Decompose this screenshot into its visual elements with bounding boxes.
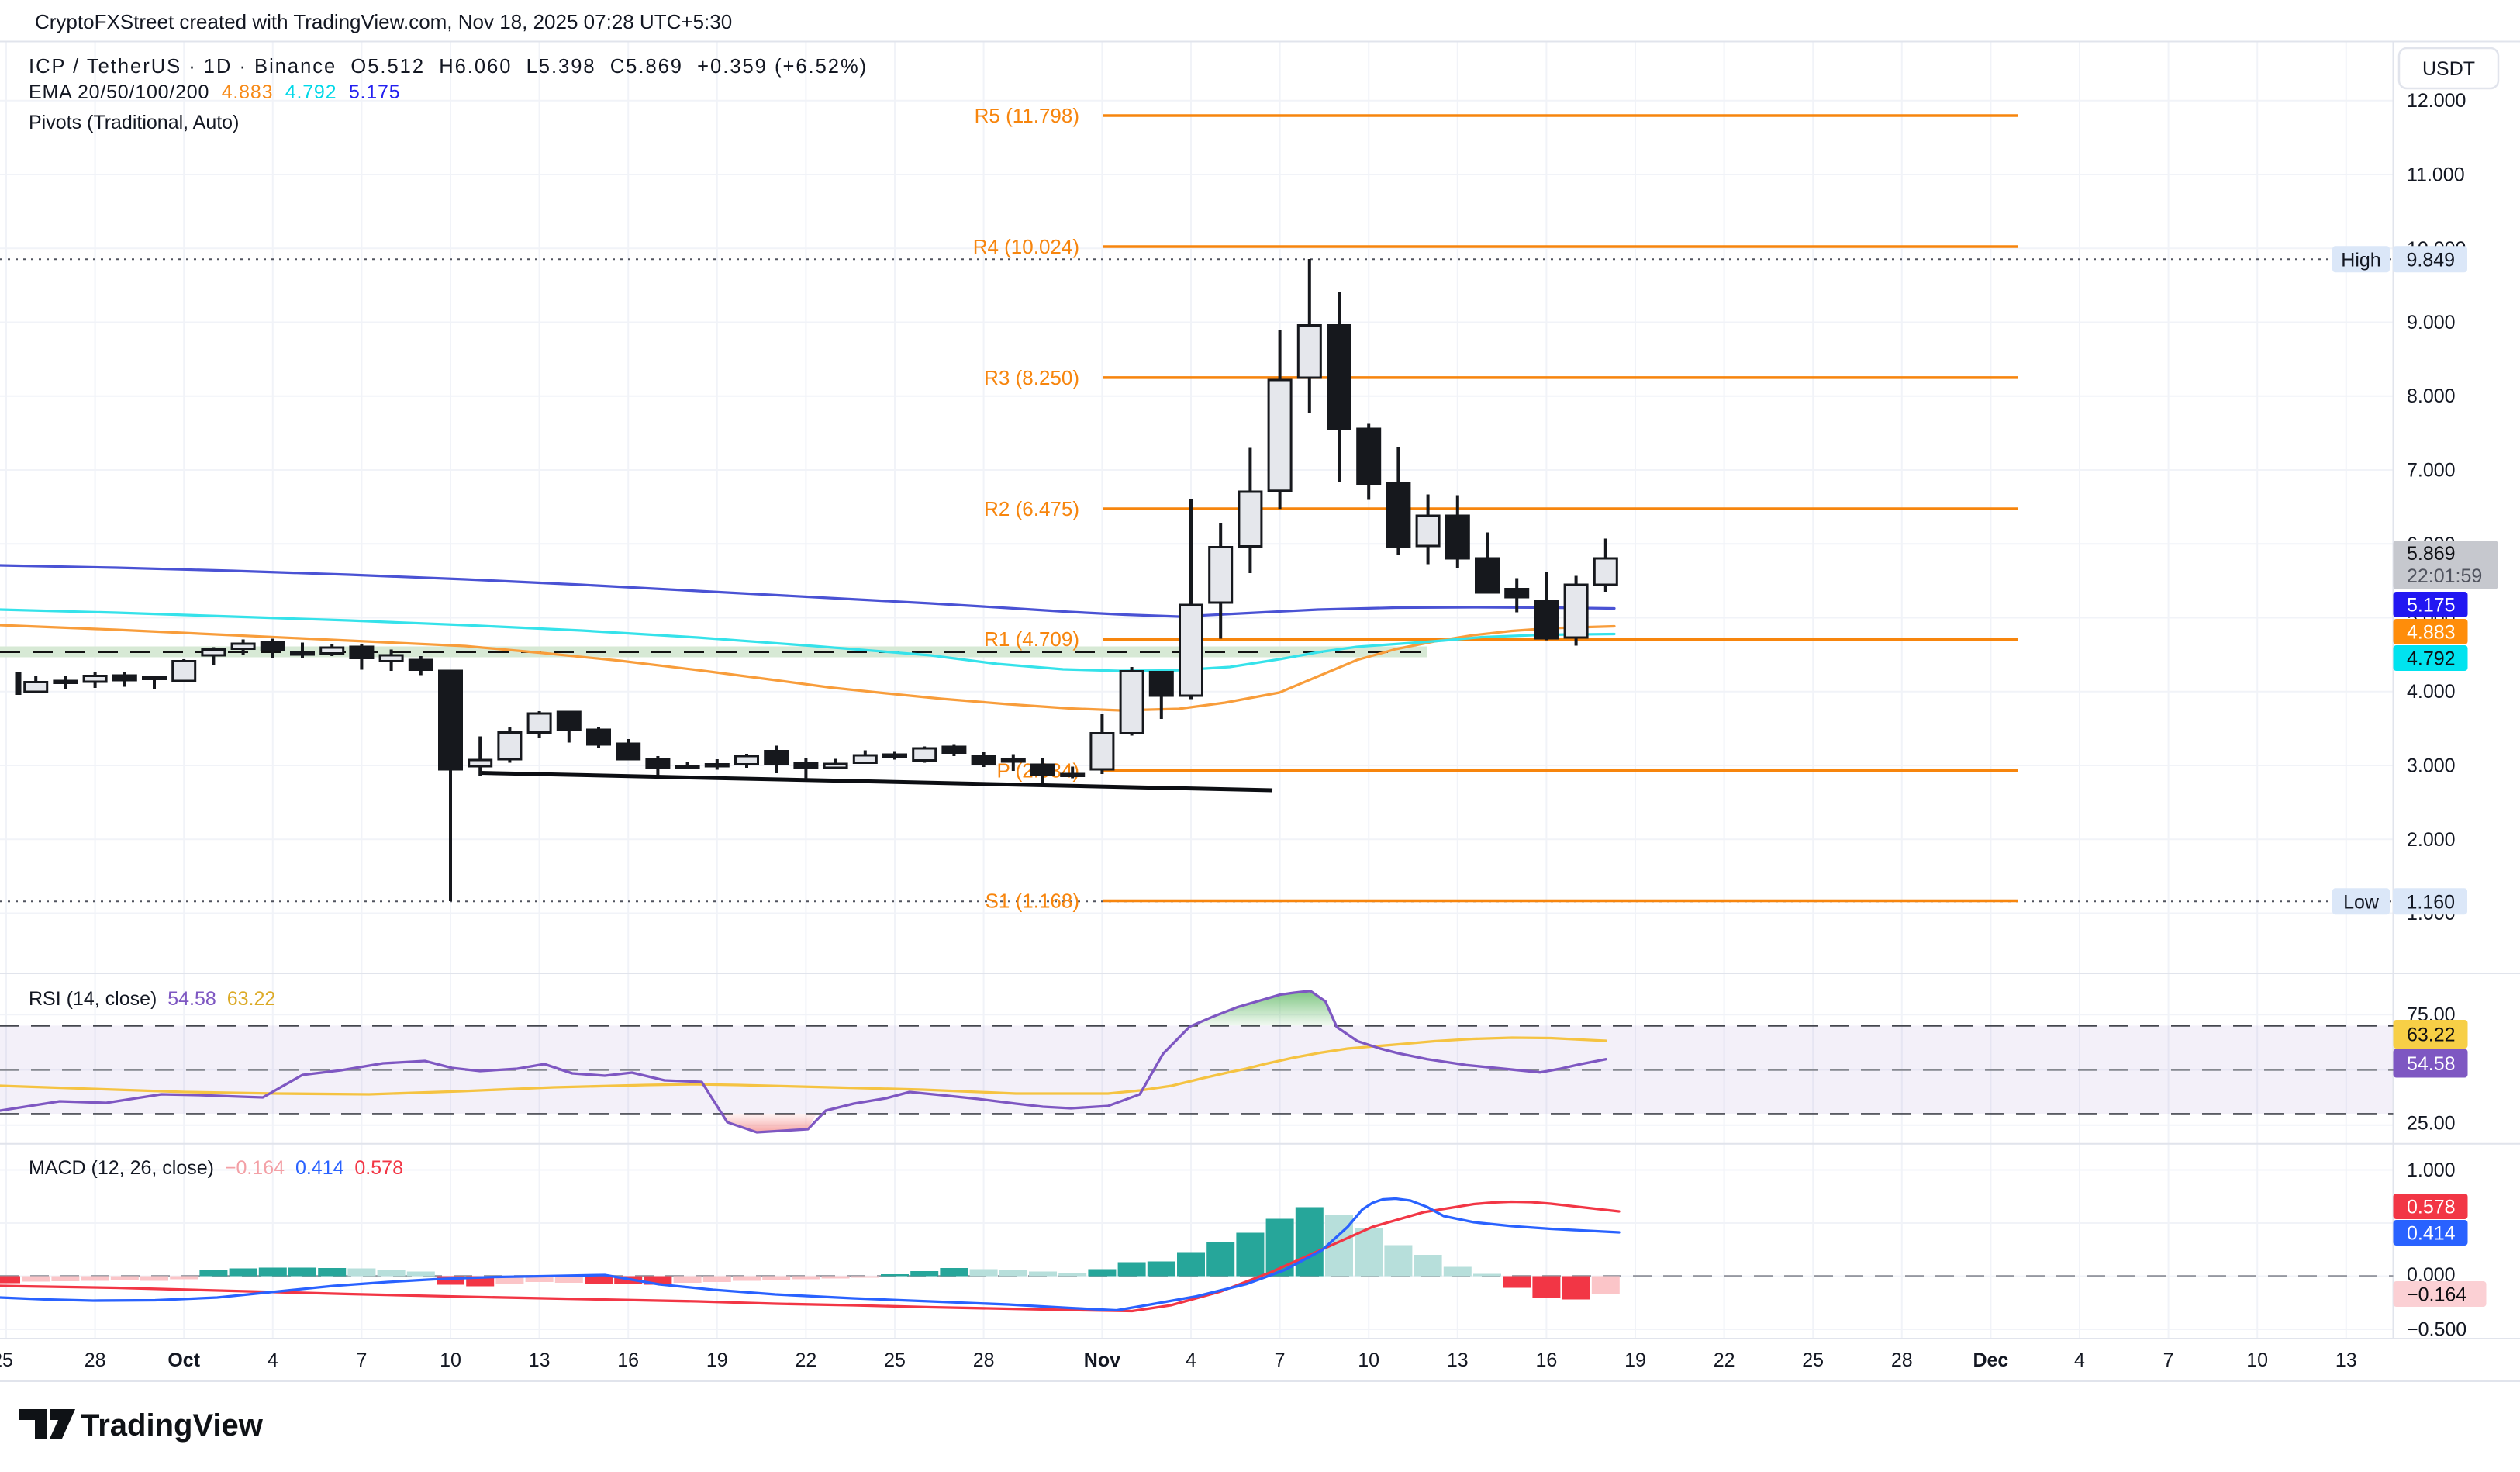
- svg-text:4: 4: [1186, 1349, 1196, 1371]
- svg-text:Dec: Dec: [1973, 1349, 2008, 1371]
- svg-text:28: 28: [1891, 1349, 1913, 1371]
- svg-text:7: 7: [2163, 1349, 2174, 1371]
- svg-text:ICP / TetherUS · 1D · Binance: ICP / TetherUS · 1D · Binance O5.512 H6.…: [29, 56, 868, 78]
- svg-text:CryptoFXStreet created with Tr: CryptoFXStreet created with TradingView.…: [35, 10, 732, 33]
- svg-text:25.00: 25.00: [2407, 1113, 2456, 1135]
- svg-text:RSI (14, close) 54.58 63.22: RSI (14, close) 54.58 63.22: [29, 988, 275, 1010]
- svg-text:9.849: 9.849: [2407, 249, 2456, 271]
- svg-text:25: 25: [1802, 1349, 1824, 1371]
- svg-text:4.792: 4.792: [2407, 648, 2456, 670]
- svg-text:7: 7: [356, 1349, 367, 1371]
- svg-text:5.175: 5.175: [2407, 595, 2456, 617]
- svg-text:9.000: 9.000: [2407, 312, 2456, 333]
- svg-text:22: 22: [795, 1349, 816, 1371]
- svg-text:22:01:59: 22:01:59: [2407, 565, 2482, 587]
- svg-text:Nov: Nov: [1084, 1349, 1120, 1371]
- svg-text:3.000: 3.000: [2407, 755, 2456, 777]
- svg-text:Oct: Oct: [167, 1349, 200, 1371]
- svg-text:R1 (4.709): R1 (4.709): [984, 627, 1079, 651]
- svg-text:16: 16: [1535, 1349, 1557, 1371]
- svg-text:Low: Low: [2343, 891, 2380, 913]
- svg-text:10: 10: [440, 1349, 461, 1371]
- svg-text:USDT: USDT: [2422, 58, 2475, 80]
- svg-text:12.000: 12.000: [2407, 90, 2466, 112]
- svg-text:63.22: 63.22: [2407, 1025, 2456, 1046]
- svg-text:2.000: 2.000: [2407, 829, 2456, 851]
- svg-text:11.000: 11.000: [2407, 164, 2465, 186]
- svg-text:0.578: 0.578: [2407, 1197, 2456, 1218]
- svg-text:28: 28: [973, 1349, 995, 1371]
- svg-text:54.58: 54.58: [2407, 1053, 2456, 1075]
- svg-text:7: 7: [1275, 1349, 1286, 1371]
- svg-text:−0.500: −0.500: [2407, 1319, 2466, 1341]
- svg-text:25: 25: [884, 1349, 906, 1371]
- svg-text:MACD (12, 26, close) −0.164: MACD (12, 26, close) −0.164 0.414 0.578: [29, 1157, 403, 1179]
- svg-text:19: 19: [706, 1349, 728, 1371]
- svg-text:R5 (11.798): R5 (11.798): [975, 104, 1079, 127]
- svg-text:13: 13: [2335, 1349, 2357, 1371]
- svg-text:8.000: 8.000: [2407, 385, 2456, 407]
- svg-text:4: 4: [2074, 1349, 2085, 1371]
- svg-text:10: 10: [2246, 1349, 2268, 1371]
- svg-text:22: 22: [1714, 1349, 1735, 1371]
- svg-text:High: High: [2341, 249, 2380, 271]
- svg-text:4.000: 4.000: [2407, 681, 2456, 703]
- svg-text:7.000: 7.000: [2407, 460, 2456, 482]
- svg-text:13: 13: [1447, 1349, 1469, 1371]
- svg-text:0.414: 0.414: [2407, 1223, 2456, 1245]
- svg-text:28: 28: [85, 1349, 106, 1371]
- svg-text:4.883: 4.883: [2407, 622, 2456, 644]
- svg-text:10: 10: [1358, 1349, 1379, 1371]
- svg-text:25: 25: [0, 1349, 13, 1371]
- svg-text:1.000: 1.000: [2407, 1159, 2456, 1181]
- svg-text:R3 (8.250): R3 (8.250): [984, 366, 1079, 389]
- svg-text:EMA 20/50/100/200 4.883 4.79: EMA 20/50/100/200 4.883 4.792 5.175: [29, 81, 400, 103]
- svg-text:S1 (1.168): S1 (1.168): [986, 890, 1079, 913]
- svg-text:13: 13: [529, 1349, 551, 1371]
- svg-text:R4 (10.024): R4 (10.024): [973, 235, 1079, 258]
- svg-text:TradingView: TradingView: [81, 1408, 264, 1443]
- svg-text:−0.164: −0.164: [2407, 1284, 2466, 1306]
- svg-text:Pivots (Traditional, Auto): Pivots (Traditional, Auto): [29, 112, 239, 133]
- svg-text:4: 4: [268, 1349, 278, 1371]
- svg-text:16: 16: [617, 1349, 639, 1371]
- svg-text:R2 (6.475): R2 (6.475): [984, 497, 1079, 520]
- svg-text:1.160: 1.160: [2407, 891, 2456, 913]
- svg-text:19: 19: [1624, 1349, 1646, 1371]
- svg-text:5.869: 5.869: [2407, 543, 2456, 565]
